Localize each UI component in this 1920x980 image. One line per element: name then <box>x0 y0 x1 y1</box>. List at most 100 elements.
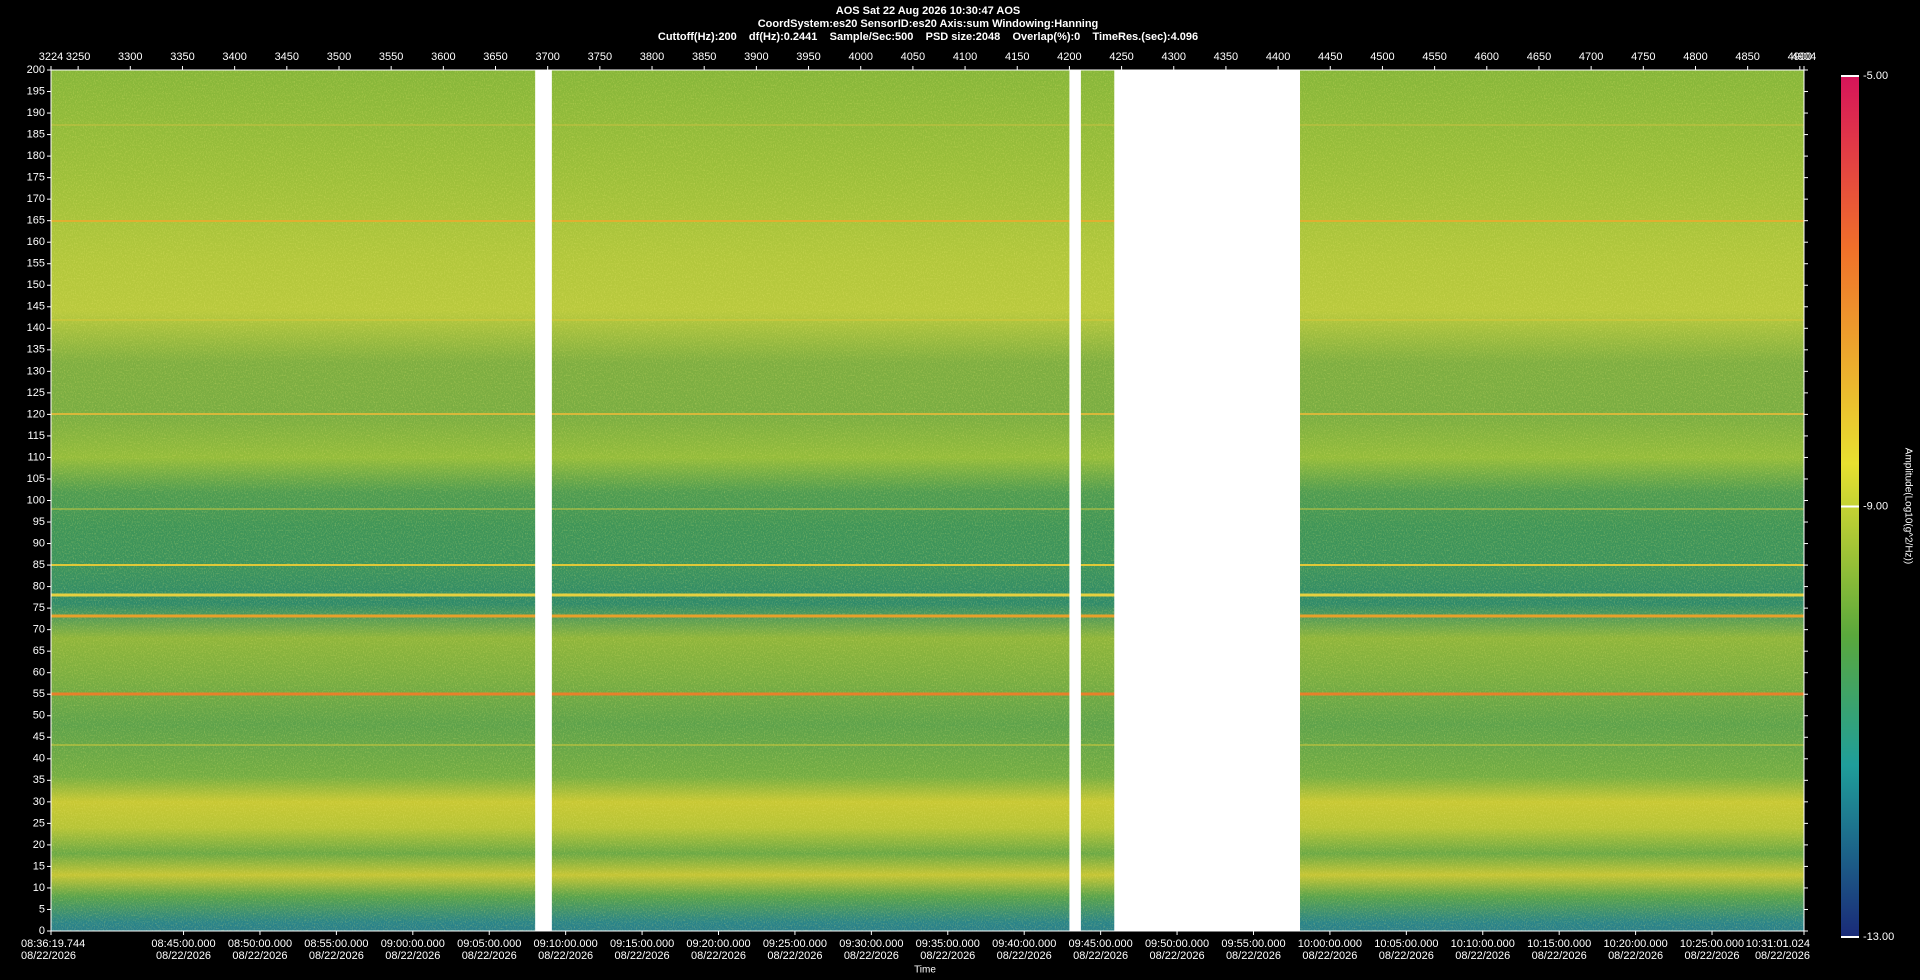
x-tick-label: 4700 <box>1579 51 1603 63</box>
time-tick-label: 08:50:00.000 <box>228 938 292 950</box>
x-tick-label: 4850 <box>1735 51 1759 63</box>
x-tick-label: 3800 <box>640 51 664 63</box>
x-tick-label: 3650 <box>483 51 507 63</box>
x-tick-label: 3350 <box>170 51 194 63</box>
y-tick-label: 180 <box>27 150 45 162</box>
y-tick-label: 110 <box>27 451 45 463</box>
time-tick-label: 10:31:01.024 <box>1746 938 1810 950</box>
settings-line: Cuttoff(Hz):200 df(Hz):0.2441 Sample/Sec… <box>658 31 1198 43</box>
x-axis-label: Time <box>914 965 936 976</box>
time-tick-date: 08/22/2026 <box>1379 950 1434 962</box>
y-tick-label: 130 <box>27 365 45 377</box>
y-tick-label: 50 <box>33 710 45 722</box>
y-tick-label: 120 <box>27 408 45 420</box>
time-tick-date: 08/22/2026 <box>462 950 517 962</box>
time-tick-date: 08/22/2026 <box>1226 950 1281 962</box>
x-tick-label: 4250 <box>1109 51 1133 63</box>
x-tick-label: 4300 <box>1162 51 1186 63</box>
time-tick-date: 08/22/2026 <box>1302 950 1357 962</box>
time-tick-date: 08/22/2026 <box>1455 950 1510 962</box>
y-tick-label: 30 <box>33 796 45 808</box>
chart-subtitle: CoordSystem:es20 SensorID:es20 Axis:sum … <box>758 18 1099 30</box>
spectrogram <box>51 70 1804 931</box>
y-tick-label: 60 <box>33 667 45 679</box>
y-tick-label: 200 <box>27 64 45 76</box>
data-gap <box>535 70 552 931</box>
x-tick-label: 4800 <box>1683 51 1707 63</box>
time-tick-date: 08/22/2026 <box>691 950 746 962</box>
x-tick-label: 4050 <box>901 51 925 63</box>
time-tick-label: 10:20:00.000 <box>1603 938 1667 950</box>
x-tick-label: 4350 <box>1214 51 1238 63</box>
x-tick-label: 4750 <box>1631 51 1655 63</box>
x-tick-label: 4100 <box>953 51 977 63</box>
y-tick-label: 70 <box>33 624 45 636</box>
y-tick-label: 40 <box>33 753 45 765</box>
y-tick-label: 25 <box>33 817 45 829</box>
x-tick-label: 3300 <box>118 51 142 63</box>
y-tick-label: 150 <box>27 279 45 291</box>
x-tick-label: 3600 <box>431 51 455 63</box>
x-tick-label: 4550 <box>1422 51 1446 63</box>
x-tick-label: 4650 <box>1527 51 1551 63</box>
y-tick-label: 90 <box>33 537 45 549</box>
y-tick-label: 160 <box>27 236 45 248</box>
time-tick-date: 08/22/2026 <box>844 950 899 962</box>
time-tick-label: 09:40:00.000 <box>992 938 1056 950</box>
x-tick-label: 4450 <box>1318 51 1342 63</box>
x-tick-label: 4600 <box>1475 51 1499 63</box>
y-tick-label: 135 <box>27 344 45 356</box>
y-tick-label: 75 <box>33 602 45 614</box>
time-tick-date: 08/22/2026 <box>920 950 975 962</box>
time-tick-date: 08/22/2026 <box>767 950 822 962</box>
time-tick-date: 08/22/2026 <box>385 950 440 962</box>
y-tick-label: 95 <box>33 516 45 528</box>
time-tick-label: 09:30:00.000 <box>839 938 903 950</box>
time-tick-label: 09:45:00.000 <box>1069 938 1133 950</box>
time-tick-date: 08/22/2026 <box>21 950 76 962</box>
colorbar-tick-label: -9.00 <box>1863 500 1888 512</box>
y-tick-label: 155 <box>27 258 45 270</box>
time-tick-label: 09:00:00.000 <box>381 938 445 950</box>
y-tick-label: 45 <box>33 731 45 743</box>
time-tick-label: 09:25:00.000 <box>763 938 827 950</box>
time-tick-label: 10:25:00.000 <box>1680 938 1744 950</box>
time-tick-label: 09:35:00.000 <box>916 938 980 950</box>
x-tick-label: 4200 <box>1057 51 1081 63</box>
x-tick-label: 4900 <box>1788 51 1812 63</box>
x-tick-label: 3850 <box>692 51 716 63</box>
time-tick-label: 09:15:00.000 <box>610 938 674 950</box>
y-tick-label: 80 <box>33 581 45 593</box>
time-tick-date: 08/22/2026 <box>156 950 211 962</box>
x-tick-label: 4000 <box>848 51 872 63</box>
time-tick-label: 10:00:00.000 <box>1298 938 1362 950</box>
tonal-lines <box>51 124 1804 746</box>
y-tick-label: 65 <box>33 645 45 657</box>
time-tick-label: 10:15:00.000 <box>1527 938 1591 950</box>
y-tick-label: 105 <box>27 473 45 485</box>
x-tick-label: 3700 <box>535 51 559 63</box>
x-tick-label: 3224 <box>39 51 63 63</box>
y-tick-label: 195 <box>27 85 45 97</box>
chart-title: AOS Sat 22 Aug 2026 10:30:47 AOS <box>836 5 1020 17</box>
time-tick-label: 09:10:00.000 <box>534 938 598 950</box>
colorbar-label: Amplitude(Log10(g^2/Hz)) <box>1902 448 1913 564</box>
time-tick-label: 09:20:00.000 <box>686 938 750 950</box>
spectrogram-texture <box>51 70 1804 931</box>
time-tick-date: 08/22/2026 <box>538 950 593 962</box>
y-tick-label: 20 <box>33 839 45 851</box>
x-tick-label: 3400 <box>222 51 246 63</box>
x-tick-label: 4500 <box>1370 51 1394 63</box>
y-tick-label: 140 <box>27 322 45 334</box>
y-tick-label: 35 <box>33 774 45 786</box>
y-tick-label: 55 <box>33 688 45 700</box>
colorbar-tick-label: -13.00 <box>1863 931 1894 943</box>
time-tick-label: 08:45:00.000 <box>151 938 215 950</box>
x-tick-label: 4400 <box>1266 51 1290 63</box>
data-gap <box>1069 70 1081 931</box>
time-tick-label: 10:05:00.000 <box>1374 938 1438 950</box>
y-tick-label: 170 <box>27 193 45 205</box>
time-tick-date: 08/22/2026 <box>1755 950 1810 962</box>
y-tick-label: 0 <box>39 925 45 937</box>
x-tick-label: 3900 <box>744 51 768 63</box>
